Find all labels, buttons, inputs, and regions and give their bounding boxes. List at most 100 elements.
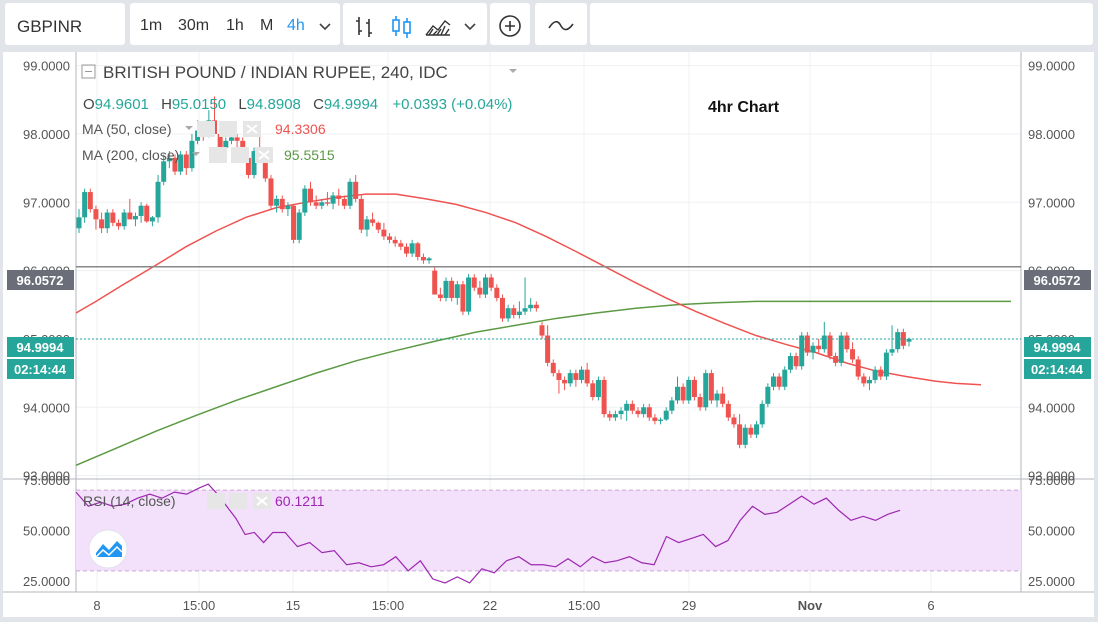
candle-down bbox=[144, 205, 150, 222]
time-tick: 15:00 bbox=[568, 598, 601, 613]
candle-down bbox=[279, 198, 285, 210]
candle-down bbox=[460, 284, 466, 312]
bar-chart-icon[interactable] bbox=[351, 11, 381, 41]
time-tick: 6 bbox=[927, 598, 934, 613]
ma200-value: 95.5515 bbox=[284, 147, 335, 163]
symbol-box[interactable]: GBPINR bbox=[5, 3, 125, 45]
candle-down bbox=[584, 369, 590, 384]
candle-up bbox=[296, 212, 302, 240]
ma50-settings-icons[interactable] bbox=[197, 121, 261, 137]
tradingview-logo-icon[interactable] bbox=[88, 529, 128, 569]
chevron-down-icon bbox=[185, 126, 193, 130]
candle-up bbox=[799, 335, 805, 367]
candle-down bbox=[545, 335, 551, 363]
candle-down bbox=[420, 256, 426, 261]
chevron-down-icon bbox=[509, 69, 517, 73]
candle-down bbox=[116, 222, 122, 227]
candle-down bbox=[87, 192, 93, 210]
candle-down bbox=[494, 287, 500, 298]
symbol-label[interactable]: GBPINR bbox=[17, 17, 83, 36]
candle-down bbox=[816, 345, 822, 350]
candle-down bbox=[432, 270, 438, 295]
candle-down bbox=[307, 188, 313, 203]
candle-up bbox=[161, 161, 167, 182]
candle-down bbox=[793, 356, 799, 367]
candle-down bbox=[725, 403, 731, 418]
chart-type-group bbox=[343, 3, 487, 45]
candle-down bbox=[776, 376, 782, 387]
time-tick: 15:00 bbox=[372, 598, 405, 613]
candle-down bbox=[217, 133, 223, 148]
candle-up bbox=[82, 192, 88, 218]
ma200-path bbox=[75, 300, 1011, 467]
candle-down bbox=[844, 335, 850, 350]
candles bbox=[76, 96, 912, 449]
candle-down bbox=[392, 239, 398, 244]
candle-down bbox=[499, 297, 505, 319]
candle-down bbox=[652, 417, 658, 421]
top-toolbar: GBPINR 1m 30m 1h M 4h bbox=[0, 0, 1098, 48]
candle-chart-icon[interactable] bbox=[387, 11, 417, 41]
candle-up bbox=[443, 280, 449, 298]
countdown-badge-right bbox=[1024, 359, 1091, 379]
candle-down bbox=[477, 287, 483, 295]
rsi-tick-right: 25.0000 bbox=[1028, 574, 1075, 589]
price-axis-ticks: 93.000093.000094.000094.000095.000095.00… bbox=[23, 59, 1075, 484]
price-tick-right: 94.0000 bbox=[1028, 400, 1075, 415]
candle-down bbox=[381, 229, 387, 237]
candle-up bbox=[228, 137, 234, 141]
area-chart-icon[interactable] bbox=[423, 11, 453, 41]
add-circle-icon[interactable] bbox=[495, 11, 525, 41]
interval-30m[interactable]: 30m bbox=[178, 17, 210, 34]
chevron-down-icon[interactable] bbox=[459, 13, 481, 39]
interval-1h[interactable]: 1h bbox=[226, 17, 244, 34]
candle-down bbox=[99, 219, 105, 229]
candle-up bbox=[754, 424, 760, 435]
candle-up bbox=[426, 258, 432, 261]
candle-up bbox=[149, 217, 155, 222]
candle-down bbox=[353, 181, 359, 199]
interval-4h[interactable]: 4h bbox=[287, 17, 305, 34]
price-chart[interactable]: 25.0000 25.0000 50.0000 50.0000 75.0000 75.00… bbox=[3, 52, 1094, 617]
candle-down bbox=[375, 222, 381, 230]
indicators-box bbox=[490, 3, 530, 45]
candle-up bbox=[330, 195, 336, 204]
candle-up bbox=[759, 403, 765, 425]
candle-up bbox=[770, 376, 776, 387]
candle-up bbox=[663, 410, 669, 420]
candle-up bbox=[838, 335, 844, 363]
candle-down bbox=[680, 386, 686, 401]
candle-up bbox=[714, 393, 720, 401]
candle-down bbox=[850, 349, 856, 360]
candle-up bbox=[138, 205, 144, 216]
interval-1m[interactable]: 1m bbox=[140, 17, 163, 34]
ma200-line bbox=[75, 300, 1011, 467]
rsi-settings-icons[interactable] bbox=[207, 493, 271, 509]
time-tick: 15:00 bbox=[183, 598, 216, 613]
candle-down bbox=[313, 202, 319, 206]
candle-down bbox=[833, 356, 839, 363]
candle-down bbox=[336, 195, 342, 199]
candle-down bbox=[324, 202, 330, 204]
candle-down bbox=[804, 335, 810, 353]
candle-up bbox=[76, 217, 82, 229]
ma200-settings-icons[interactable] bbox=[209, 147, 273, 163]
candle-down bbox=[635, 410, 641, 415]
rsi-tick-left: 25.0000 bbox=[23, 574, 70, 589]
collapse-icon[interactable] bbox=[81, 64, 96, 79]
candle-up bbox=[178, 154, 184, 172]
rsi-tick-right: 75.0000 bbox=[1028, 473, 1075, 488]
price-tick-left: 93.0000 bbox=[23, 469, 70, 484]
svg-text:94.9994: 94.9994 bbox=[1034, 340, 1082, 355]
line-chart-icon[interactable] bbox=[546, 11, 576, 41]
chart-area[interactable]: 25.0000 25.0000 50.0000 50.0000 75.0000 75.00… bbox=[3, 52, 1094, 617]
candle-down bbox=[234, 137, 240, 141]
candle-up bbox=[364, 219, 370, 230]
candle-up bbox=[155, 181, 161, 218]
chevron-down-icon[interactable] bbox=[314, 13, 336, 39]
candle-down bbox=[291, 205, 297, 240]
candle-up bbox=[821, 335, 827, 350]
svg-text:96.0572: 96.0572 bbox=[1034, 273, 1081, 288]
candle-down bbox=[511, 308, 517, 316]
interval-M[interactable]: M bbox=[260, 17, 274, 34]
